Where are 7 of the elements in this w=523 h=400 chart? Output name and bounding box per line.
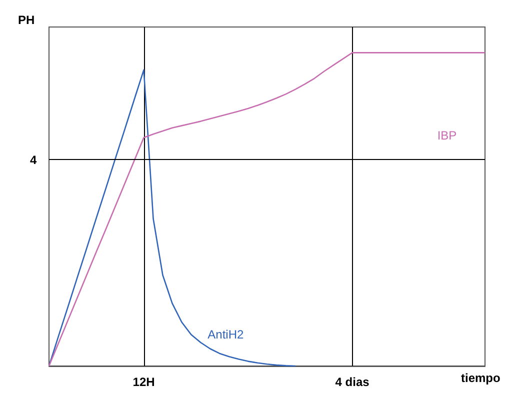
text: 4	[30, 152, 37, 167]
x-tick-label: 4 dias	[335, 375, 370, 389]
text: IBP	[437, 128, 457, 143]
x-axis-title: tiempo	[461, 371, 500, 385]
x-tick-label: 12H	[132, 375, 155, 389]
y-axis-title: PH	[18, 13, 35, 27]
series-label: AntiH2	[208, 328, 244, 342]
